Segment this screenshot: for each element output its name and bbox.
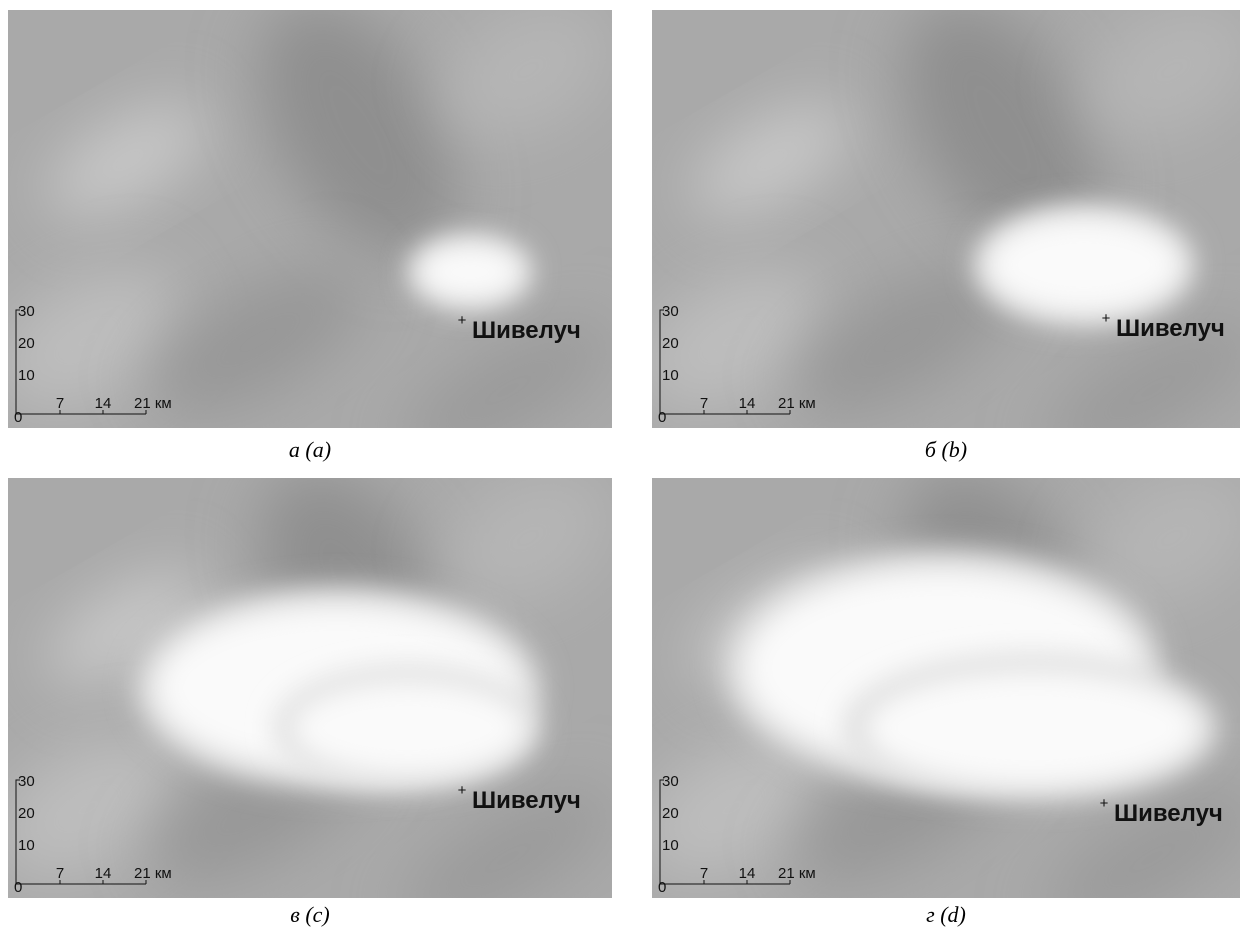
scale-origin: 0: [14, 879, 22, 896]
volcano-label: Шивелуч: [472, 317, 581, 344]
image-panel: 0 30 20 10 7 14 21 км + Шивелуч: [0, 437, 636, 931]
ash-cloud: [984, 215, 1184, 315]
image-panel: 0 30 20 10 7 14 21 км + Шивелуч: [0, 0, 636, 485]
scale-y-label: 30: [18, 773, 35, 790]
caption: а (a): [289, 437, 331, 462]
volcano-label: Шивелуч: [1116, 315, 1225, 342]
caption: б (b): [925, 437, 967, 462]
scale-x-label: 21 км: [134, 865, 172, 882]
scale-x-label: 7: [56, 865, 64, 882]
volcano-label: Шивелуч: [472, 787, 581, 814]
scale-y-label: 10: [18, 367, 35, 384]
scale-y-label: 20: [662, 805, 679, 822]
scale-x-label: 7: [56, 395, 64, 412]
scale-origin: 0: [658, 409, 666, 426]
caption: в (c): [290, 902, 329, 927]
scale-x-label: 21 км: [134, 395, 172, 412]
scale-origin: 0: [14, 409, 22, 426]
scale-x-label: 21 км: [778, 395, 816, 412]
caption: г (d): [926, 902, 966, 927]
scale-x-label: 7: [700, 865, 708, 882]
scale-y-label: 20: [18, 335, 35, 352]
scale-origin: 0: [658, 879, 666, 896]
scale-y-label: 10: [662, 837, 679, 854]
volcano-marker: +: [1102, 310, 1111, 327]
scale-x-label: 21 км: [778, 865, 816, 882]
ash-cloud: [288, 678, 528, 778]
scale-y-label: 20: [662, 335, 679, 352]
satellite-image: [615, 437, 1248, 931]
figure: 0 30 20 10 7 14 21 км + Шивелуч а (a) 0 30 20 10 7 14 21…: [0, 0, 1248, 931]
scale-x-label: 14: [739, 865, 756, 882]
satellite-image: [0, 437, 636, 931]
scale-y-label: 30: [662, 303, 679, 320]
ash-cloud: [415, 242, 525, 302]
scale-y-label: 10: [662, 367, 679, 384]
volcano-marker: +: [458, 782, 467, 799]
satellite-image: [615, 0, 1248, 485]
scale-x-label: 14: [739, 395, 756, 412]
volcano-marker: +: [458, 312, 467, 329]
scale-y-label: 30: [662, 773, 679, 790]
image-panel: 0 30 20 10 7 14 21 км + Шивелуч: [615, 0, 1248, 485]
scale-y-label: 20: [18, 805, 35, 822]
scale-x-label: 14: [95, 395, 112, 412]
ash-cloud: [862, 668, 1202, 788]
scale-y-label: 10: [18, 837, 35, 854]
scale-x-label: 7: [700, 395, 708, 412]
volcano-label: Шивелуч: [1114, 800, 1223, 827]
image-panel: 0 30 20 10 7 14 21 км + Шивелуч: [615, 437, 1248, 931]
scale-x-label: 14: [95, 865, 112, 882]
scale-y-label: 30: [18, 303, 35, 320]
volcano-marker: +: [1100, 795, 1109, 812]
